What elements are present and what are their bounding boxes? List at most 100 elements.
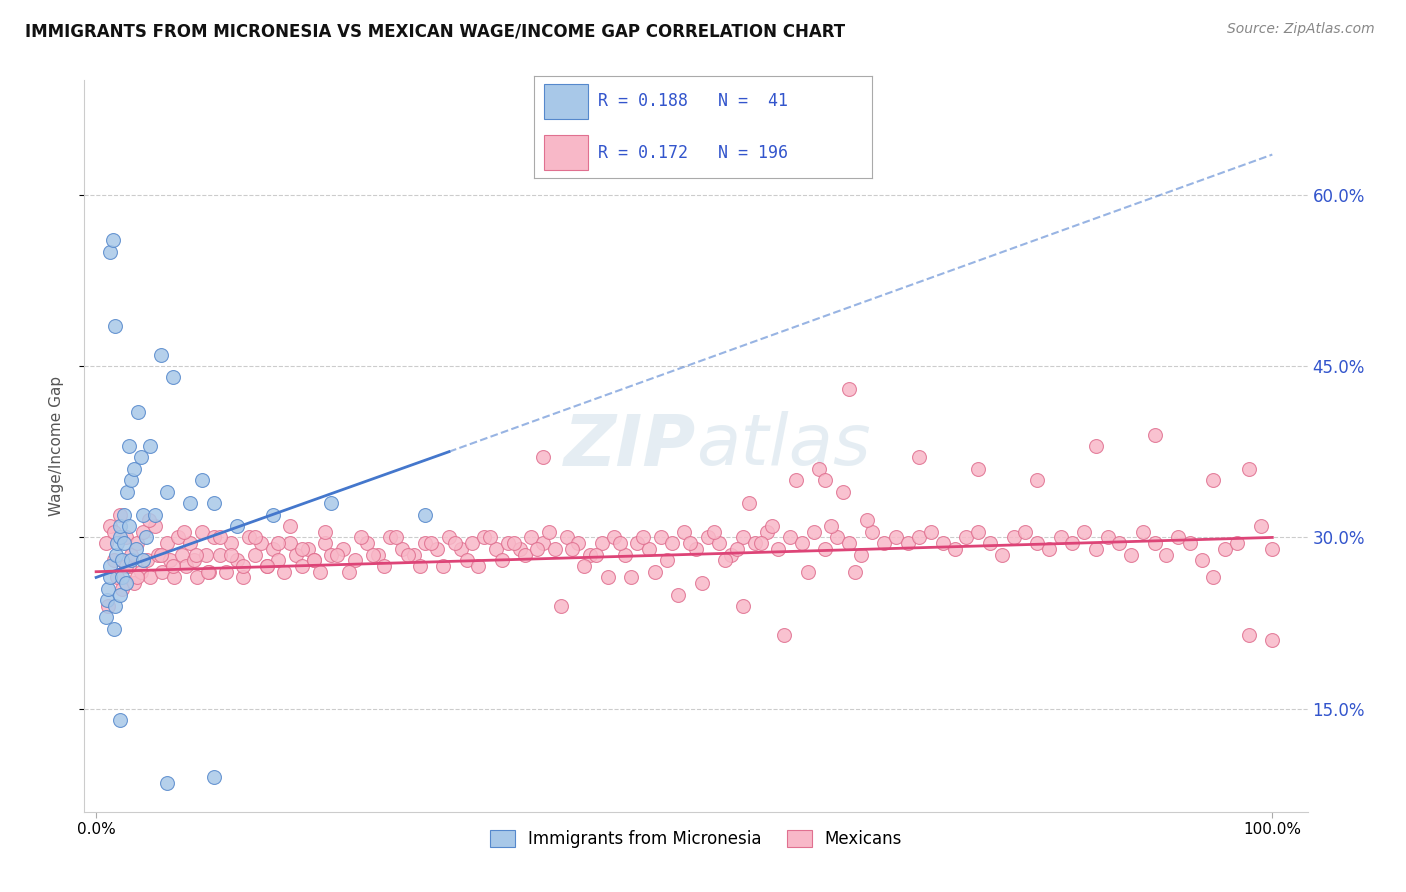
Point	[361, 548, 384, 562]
Point	[198, 565, 221, 579]
Point	[184, 548, 207, 562]
Point	[150, 565, 173, 579]
Point	[314, 524, 336, 539]
Point	[202, 496, 225, 510]
Point	[278, 519, 301, 533]
Point	[991, 548, 1014, 562]
Point	[814, 473, 837, 487]
Point	[685, 541, 707, 556]
Point	[420, 536, 443, 550]
Point	[156, 776, 179, 790]
Point	[1213, 541, 1236, 556]
Point	[838, 536, 860, 550]
Point	[98, 570, 121, 584]
Point	[103, 524, 125, 539]
Point	[1226, 536, 1249, 550]
Point	[135, 530, 157, 544]
Point	[186, 570, 208, 584]
Point	[832, 484, 855, 499]
Point	[1049, 530, 1071, 544]
Point	[98, 559, 121, 574]
Point	[156, 484, 179, 499]
Point	[755, 524, 778, 539]
Point	[790, 536, 813, 550]
Point	[749, 536, 772, 550]
Point	[1178, 536, 1201, 550]
Point	[844, 565, 866, 579]
Point	[785, 473, 807, 487]
Point	[249, 536, 271, 550]
Point	[1250, 519, 1272, 533]
Y-axis label: Wage/Income Gap: Wage/Income Gap	[49, 376, 63, 516]
Text: R = 0.172   N = 196: R = 0.172 N = 196	[599, 144, 789, 161]
Point	[114, 576, 136, 591]
Point	[714, 553, 737, 567]
Point	[256, 559, 278, 574]
Point	[666, 588, 689, 602]
Point	[873, 536, 896, 550]
Point	[920, 524, 942, 539]
Point	[143, 508, 166, 522]
Point	[1073, 524, 1095, 539]
Point	[408, 559, 430, 574]
Point	[544, 541, 567, 556]
Point	[118, 519, 141, 533]
Point	[114, 530, 136, 544]
Point	[108, 530, 131, 544]
Point	[162, 370, 184, 384]
Point	[967, 462, 990, 476]
Point	[479, 530, 502, 544]
Point	[1202, 570, 1225, 584]
Point	[385, 530, 408, 544]
Point	[285, 548, 308, 562]
Point	[897, 536, 920, 550]
Point	[148, 548, 170, 562]
Point	[127, 405, 149, 419]
Point	[138, 513, 160, 527]
Point	[122, 576, 145, 591]
Point	[943, 541, 966, 556]
Point	[127, 570, 149, 584]
Point	[191, 524, 214, 539]
Point	[496, 536, 519, 550]
Point	[94, 536, 117, 550]
Point	[356, 536, 378, 550]
Text: ZIP: ZIP	[564, 411, 696, 481]
Point	[803, 524, 825, 539]
Point	[103, 553, 125, 567]
Point	[814, 541, 837, 556]
Point	[884, 530, 907, 544]
Point	[1014, 524, 1036, 539]
Point	[415, 508, 437, 522]
Point	[139, 439, 162, 453]
Point	[520, 530, 543, 544]
Point	[202, 771, 225, 785]
Text: IMMIGRANTS FROM MICRONESIA VS MEXICAN WAGE/INCOME GAP CORRELATION CHART: IMMIGRANTS FROM MICRONESIA VS MEXICAN WA…	[25, 22, 845, 40]
Point	[132, 553, 155, 567]
Point	[112, 536, 135, 550]
Point	[614, 548, 637, 562]
Point	[690, 576, 713, 591]
Point	[561, 541, 583, 556]
Point	[1143, 427, 1166, 442]
Point	[114, 559, 136, 574]
Point	[291, 559, 314, 574]
Point	[232, 570, 254, 584]
Point	[585, 548, 607, 562]
Point	[502, 536, 524, 550]
Point	[101, 233, 124, 247]
Point	[1143, 536, 1166, 550]
Point	[1156, 548, 1178, 562]
Point	[129, 565, 152, 579]
Legend: Immigrants from Micronesia, Mexicans: Immigrants from Micronesia, Mexicans	[484, 823, 908, 855]
Point	[696, 530, 718, 544]
Point	[115, 484, 138, 499]
Point	[979, 536, 1001, 550]
Point	[112, 508, 135, 522]
Point	[302, 553, 325, 567]
Point	[602, 530, 624, 544]
Point	[132, 524, 155, 539]
Point	[380, 530, 402, 544]
Point	[855, 513, 877, 527]
Point	[461, 536, 484, 550]
